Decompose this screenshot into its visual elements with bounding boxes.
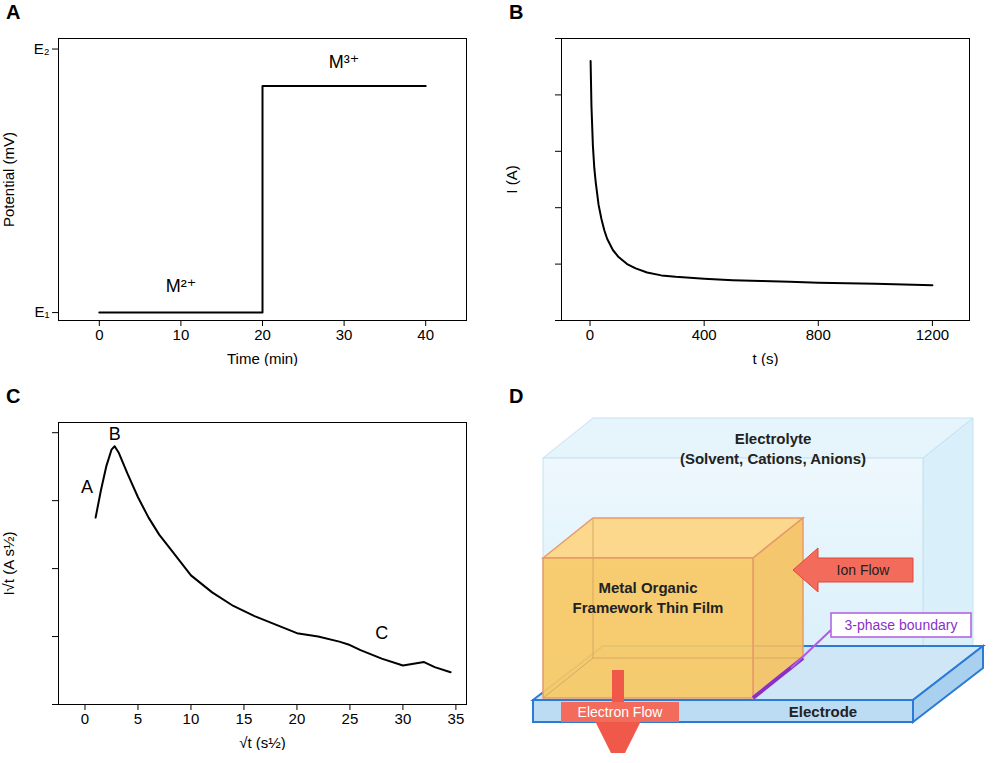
svg-text:Time (min): Time (min) <box>227 350 298 367</box>
svg-text:Framework Thin Film: Framework Thin Film <box>573 599 724 616</box>
svg-text:20: 20 <box>254 326 271 343</box>
svg-text:0: 0 <box>586 326 594 343</box>
svg-text:I√t (A s½): I√t (A s½) <box>0 531 17 595</box>
svg-text:800: 800 <box>806 326 831 343</box>
svg-text:400: 400 <box>692 326 717 343</box>
svg-text:E₂: E₂ <box>34 40 50 57</box>
svg-text:I (A): I (A) <box>503 165 520 193</box>
html-text:A: A <box>6 1 21 23</box>
svg-text:Potential (mV): Potential (mV) <box>0 132 17 227</box>
svg-text:E₁: E₁ <box>34 303 49 320</box>
svg-text:15: 15 <box>236 710 253 727</box>
svg-text:B: B <box>109 424 121 444</box>
svg-text:Metal Organic: Metal Organic <box>598 579 697 596</box>
svg-text:(Solvent, Cations, Anions): (Solvent, Cations, Anions) <box>680 450 866 467</box>
html-text:B: B <box>509 1 524 23</box>
svg-text:25: 25 <box>342 710 359 727</box>
svg-text:M²⁺: M²⁺ <box>166 276 197 296</box>
svg-text:1200: 1200 <box>916 326 949 343</box>
html-text:C: C <box>6 385 21 407</box>
svg-text:3-phase boundary: 3-phase boundary <box>845 617 958 633</box>
svg-text:35: 35 <box>448 710 465 727</box>
svg-text:t (s): t (s) <box>753 350 779 367</box>
svg-text:0: 0 <box>95 326 103 343</box>
svg-text:√t (s½): √t (s½) <box>239 734 286 751</box>
svg-text:40: 40 <box>417 326 434 343</box>
svg-text:20: 20 <box>289 710 306 727</box>
svg-text:M³⁺: M³⁺ <box>329 52 360 72</box>
svg-text:C: C <box>375 623 388 643</box>
svg-text:10: 10 <box>173 326 190 343</box>
svg-text:Electron Flow: Electron Flow <box>578 704 664 720</box>
svg-text:5: 5 <box>134 710 142 727</box>
html-text:D: D <box>509 385 524 407</box>
svg-text:A: A <box>81 477 93 497</box>
svg-text:30: 30 <box>395 710 412 727</box>
svg-text:0: 0 <box>81 710 89 727</box>
svg-text:30: 30 <box>336 326 353 343</box>
svg-text:Electrolyte: Electrolyte <box>735 430 812 447</box>
svg-text:10: 10 <box>183 710 200 727</box>
svg-text:Electrode: Electrode <box>789 703 857 720</box>
svg-text:Ion Flow: Ion Flow <box>837 562 891 578</box>
